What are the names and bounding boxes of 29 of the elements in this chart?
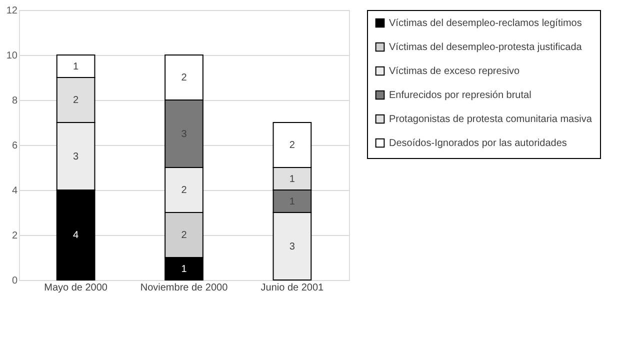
data-label: 2 [181, 185, 188, 196]
data-label: 1 [73, 61, 80, 72]
data-label: 4 [73, 230, 80, 241]
legend-label: Protagonistas de protesta comunitaria masiva [389, 114, 592, 125]
y-tick-label: 10 [6, 50, 18, 62]
legend-label: Víctimas del desempleo-protesta justificada [389, 42, 582, 53]
data-label: 2 [181, 230, 188, 241]
data-label: 1 [181, 264, 188, 275]
legend-label: Desoídos-Ignorados por las autoridades [389, 138, 567, 149]
x-tick-label: Junio de 2001 [260, 282, 324, 294]
y-tick-label: 8 [12, 96, 18, 106]
legend-label: Enfurecidos por represión brutal [389, 90, 532, 101]
y-tick-label: 2 [12, 230, 18, 242]
y-tick-label: 12 [6, 6, 18, 16]
data-label: 2 [289, 140, 296, 151]
data-label: 3 [73, 151, 80, 162]
x-tick-label: Noviembre de 2000 [140, 282, 228, 294]
y-tick-label: 0 [12, 276, 18, 286]
y-tick-label: 6 [12, 140, 18, 152]
x-tick-label: Mayo de 2000 [44, 282, 108, 294]
data-label: 3 [181, 128, 188, 140]
y-tick-label: 4 [12, 186, 18, 196]
data-label: 1 [289, 174, 296, 185]
legend-label: Víctimas del desempleo-reclamos legítimos [389, 18, 582, 29]
data-label: 3 [289, 241, 296, 252]
data-label: 1 [289, 196, 296, 208]
legend-label: Víctimas de exceso represivo [389, 66, 520, 77]
data-label: 2 [181, 72, 188, 84]
data-label: 2 [73, 95, 80, 106]
